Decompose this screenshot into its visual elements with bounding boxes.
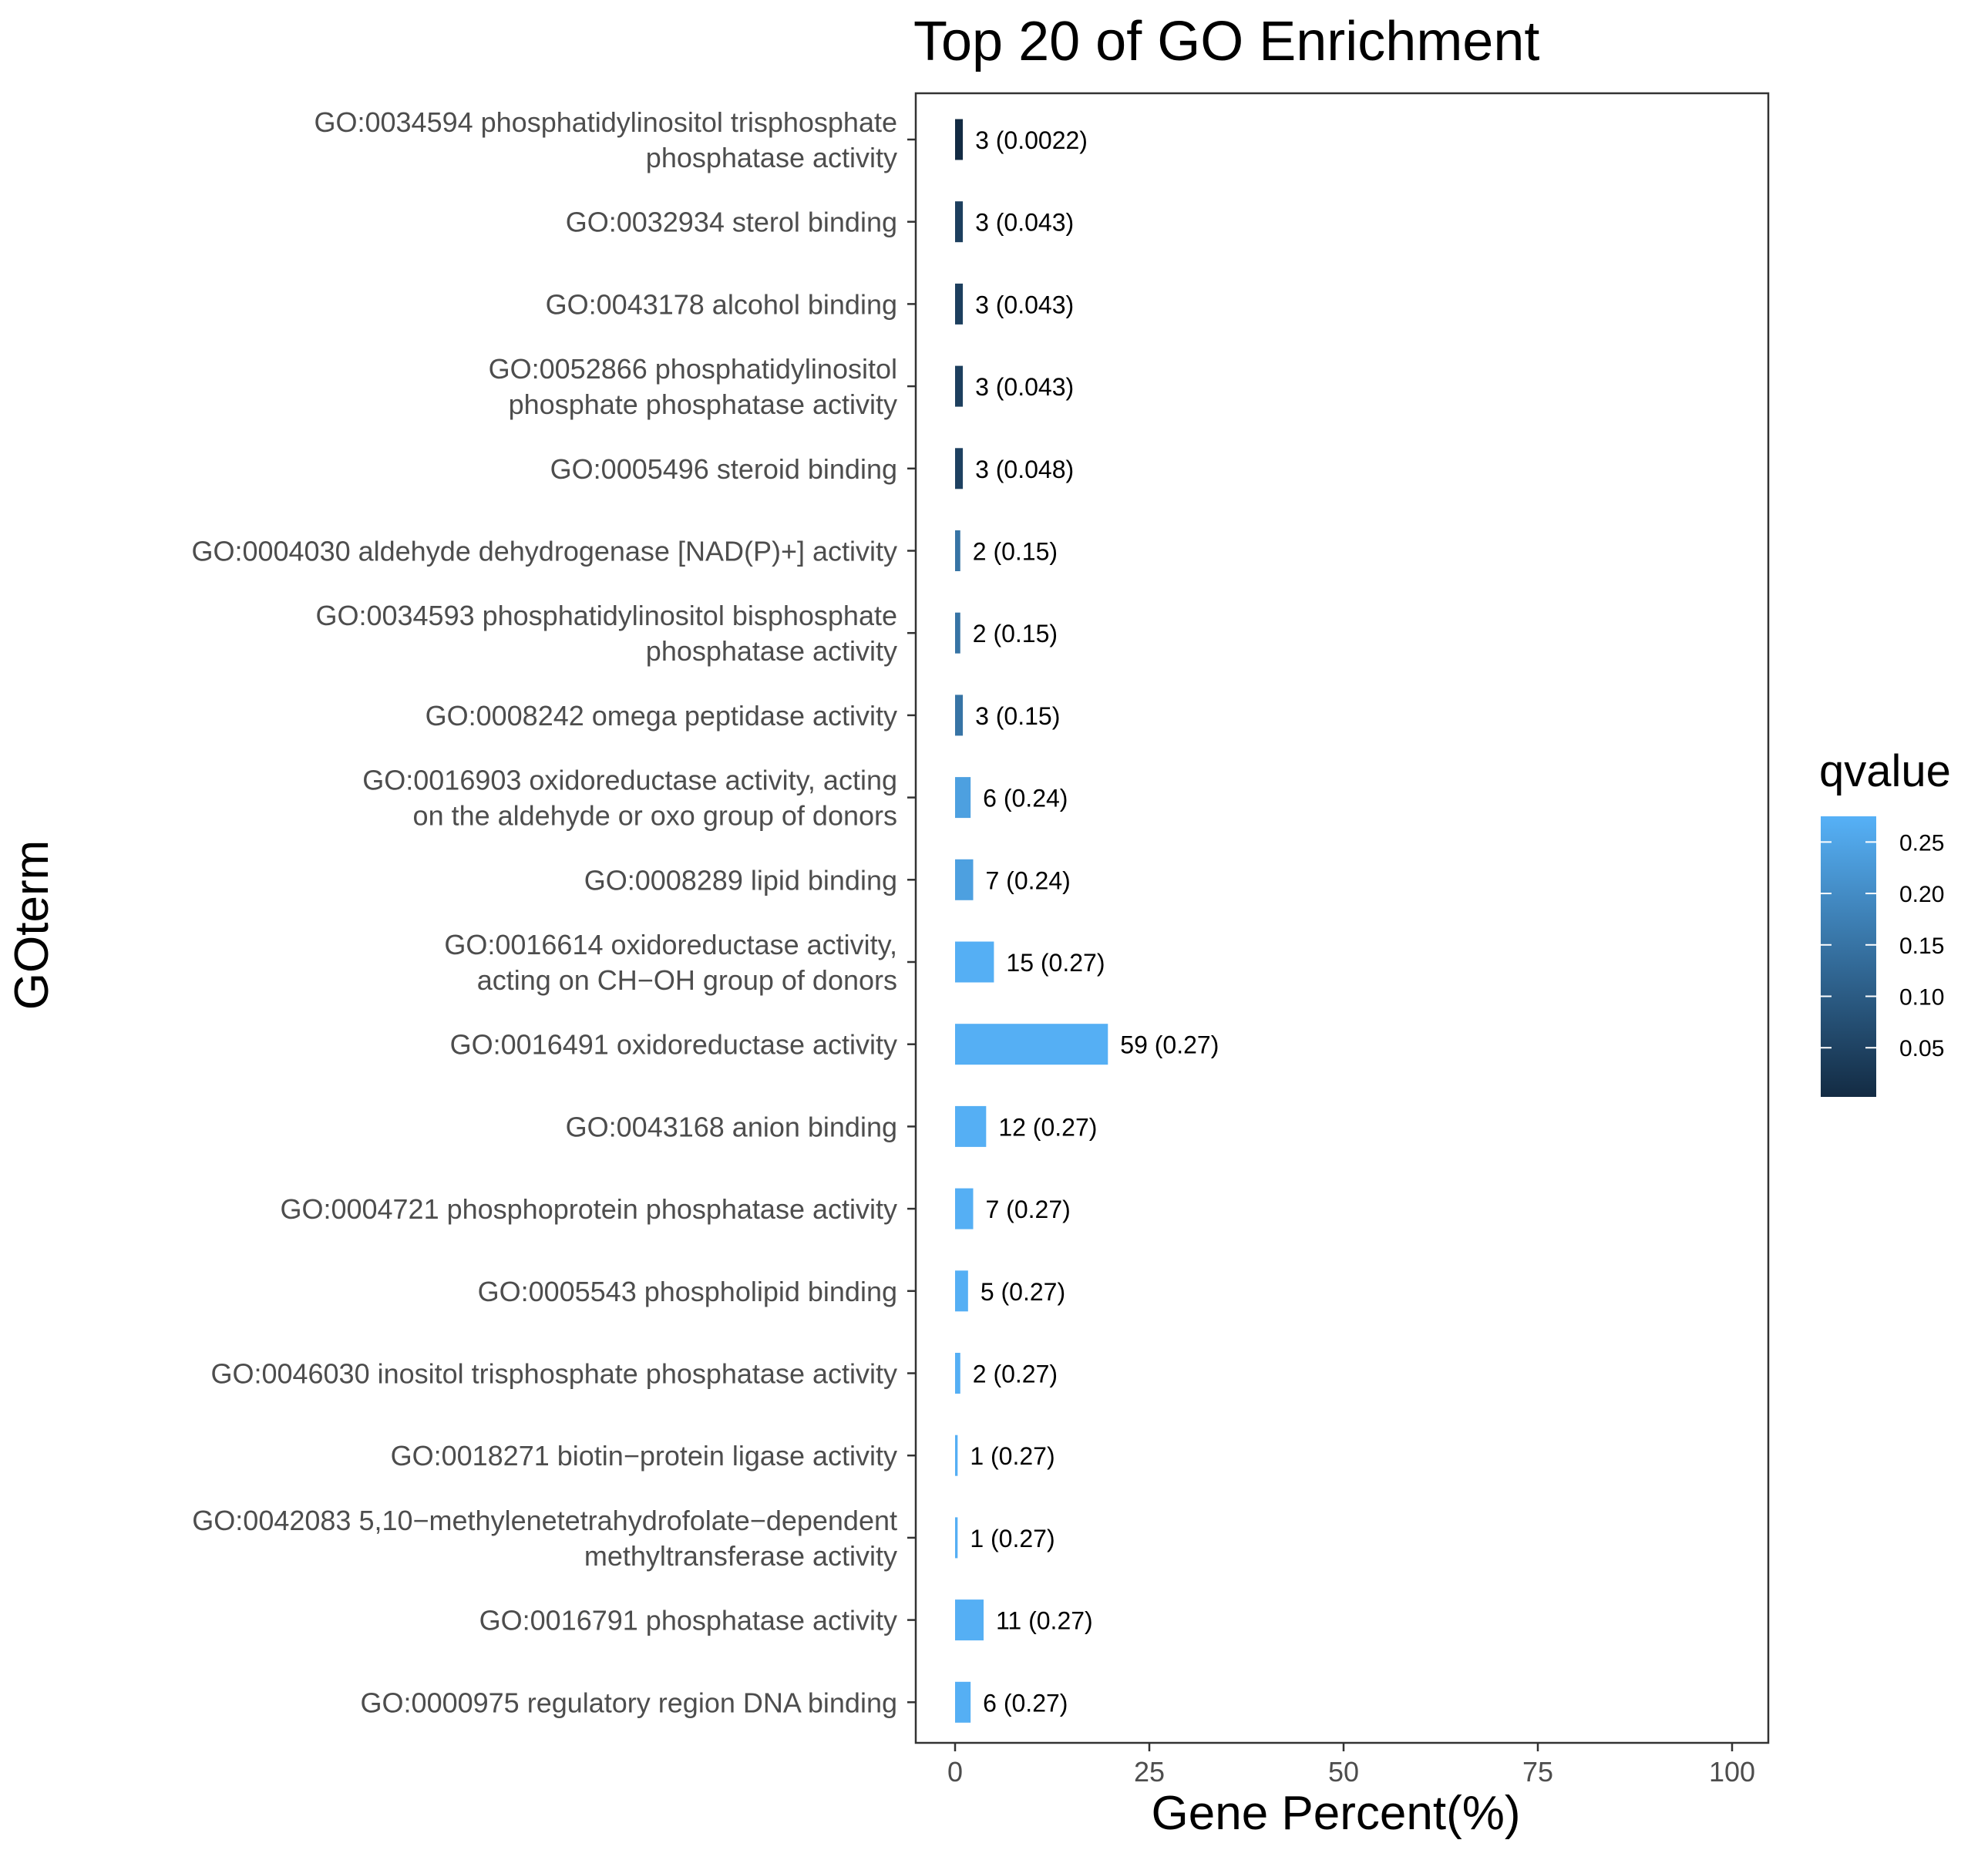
- data-label: 59 (0.27): [1120, 1031, 1219, 1059]
- legend-tick-label: 0.20: [1899, 882, 1944, 907]
- data-label: 3 (0.0022): [975, 126, 1088, 154]
- data-label: 15 (0.27): [1006, 949, 1105, 977]
- bar-6: [955, 530, 960, 571]
- category-label: GO:0004030 aldehyde dehydrogenase [NAD(P…: [191, 536, 897, 567]
- bar-8: [955, 695, 964, 736]
- bar-10: [955, 859, 974, 900]
- legend-title: qvalue: [1819, 746, 1951, 796]
- x-axis-title: Gene Percent(%): [1152, 1787, 1521, 1840]
- category-label: GO:0005543 phospholipid binding: [478, 1276, 897, 1307]
- category-label: GO:0008289 lipid binding: [584, 864, 897, 896]
- legend: qvalue 0.05 0.10 0.15 0.20 0.25: [1819, 746, 1951, 1097]
- category-label: GO:0052866 phosphatidylinositol phosphate…: [489, 353, 897, 420]
- legend-tick-label: 0.10: [1899, 985, 1944, 1011]
- category-label: GO:0005496 steroid binding: [550, 453, 897, 485]
- category-labels: GO:0034594 phosphatidylinositol trisphos…: [191, 106, 916, 1718]
- legend-colorbar: [1821, 816, 1876, 1097]
- category-label: GO:0016614 oxidoreductase activity, actin…: [444, 929, 897, 996]
- y-axis-title: GOterm: [5, 840, 59, 1010]
- category-label: GO:0000975 regulatory region DNA binding: [361, 1687, 897, 1718]
- plot-panel: [914, 92, 1770, 1744]
- data-label: 1 (0.27): [970, 1442, 1055, 1470]
- data-label: 6 (0.27): [983, 1689, 1068, 1717]
- data-label: 3 (0.15): [975, 702, 1060, 730]
- category-label: GO:0034594 phosphatidylinositol trisphos…: [314, 106, 897, 173]
- bar-7: [955, 612, 960, 654]
- x-tick-label: 75: [1522, 1756, 1553, 1788]
- category-label: GO:0018271 biotin−protein ligase activit…: [391, 1440, 897, 1472]
- x-tick-label: 0: [947, 1756, 963, 1788]
- bar-13: [955, 1105, 987, 1147]
- x-tick-label: 50: [1328, 1756, 1359, 1788]
- bar-5: [955, 448, 964, 489]
- category-label: GO:0016791 phosphatase activity: [479, 1605, 897, 1636]
- bar-14: [955, 1188, 974, 1229]
- category-label: GO:0008242 omega peptidase activity: [426, 700, 897, 732]
- chart-title: Top 20 of GO Enrichment: [913, 11, 1539, 72]
- legend-tick-label: 0.05: [1899, 1036, 1944, 1061]
- bar-15: [955, 1270, 968, 1312]
- bar-20: [955, 1681, 971, 1723]
- bar-16: [955, 1353, 960, 1394]
- x-tick-label: 100: [1709, 1756, 1755, 1788]
- category-label: GO:0046030 inositol trisphosphate phosph…: [210, 1358, 897, 1390]
- data-label: 11 (0.27): [996, 1607, 1093, 1635]
- bar-2: [955, 201, 964, 243]
- bar-11: [955, 941, 994, 983]
- bar-19: [955, 1599, 984, 1641]
- category-label: GO:0004721 phosphoprotein phosphatase ac…: [280, 1193, 897, 1225]
- data-label: 3 (0.048): [975, 456, 1074, 483]
- data-label: 2 (0.15): [973, 538, 1058, 566]
- data-label: 2 (0.15): [973, 620, 1058, 648]
- category-label: GO:0016903 oxidoreductase activity, acti…: [362, 765, 897, 832]
- bar-12: [955, 1024, 1108, 1065]
- bar-18: [955, 1517, 958, 1559]
- category-label: GO:0016491 oxidoreductase activity: [450, 1029, 897, 1061]
- legend-tick-label: 0.25: [1899, 830, 1944, 856]
- legend-ticks: 0.05 0.10 0.15 0.20 0.25: [1821, 830, 1944, 1061]
- data-label: 5 (0.27): [981, 1278, 1065, 1306]
- category-label: GO:0043168 anion binding: [566, 1111, 897, 1142]
- category-label: GO:0034593 phosphatidylinositol bisphosp…: [315, 600, 897, 667]
- category-label: GO:0043178 alcohol binding: [546, 288, 897, 320]
- data-label: 1 (0.27): [970, 1525, 1055, 1552]
- bars-layer: [955, 119, 1108, 1723]
- data-labels-layer: 3 (0.0022) 3 (0.043) 3 (0.043) 3 (0.043) 3 (…: [970, 126, 1219, 1717]
- bar-4: [955, 365, 964, 407]
- data-label: 2 (0.27): [973, 1361, 1058, 1388]
- bar-17: [955, 1435, 958, 1476]
- data-label: 3 (0.043): [975, 373, 1074, 401]
- data-label: 12 (0.27): [998, 1113, 1097, 1141]
- data-label: 7 (0.24): [985, 866, 1070, 894]
- bar-3: [955, 283, 964, 325]
- data-label: 7 (0.27): [985, 1196, 1070, 1223]
- data-label: 3 (0.043): [975, 209, 1074, 237]
- legend-tick-label: 0.15: [1899, 933, 1944, 959]
- data-label: 3 (0.043): [975, 291, 1074, 318]
- bar-1: [955, 119, 964, 160]
- category-label: GO:0042083 5,10−methylenetetrahydrofolat…: [192, 1505, 897, 1572]
- x-axis-ticks: 0 25 50 75 100: [947, 1743, 1755, 1788]
- bar-9: [955, 777, 971, 819]
- x-tick-label: 25: [1134, 1756, 1165, 1788]
- category-label: GO:0032934 sterol binding: [566, 207, 897, 238]
- data-label: 6 (0.24): [983, 785, 1068, 812]
